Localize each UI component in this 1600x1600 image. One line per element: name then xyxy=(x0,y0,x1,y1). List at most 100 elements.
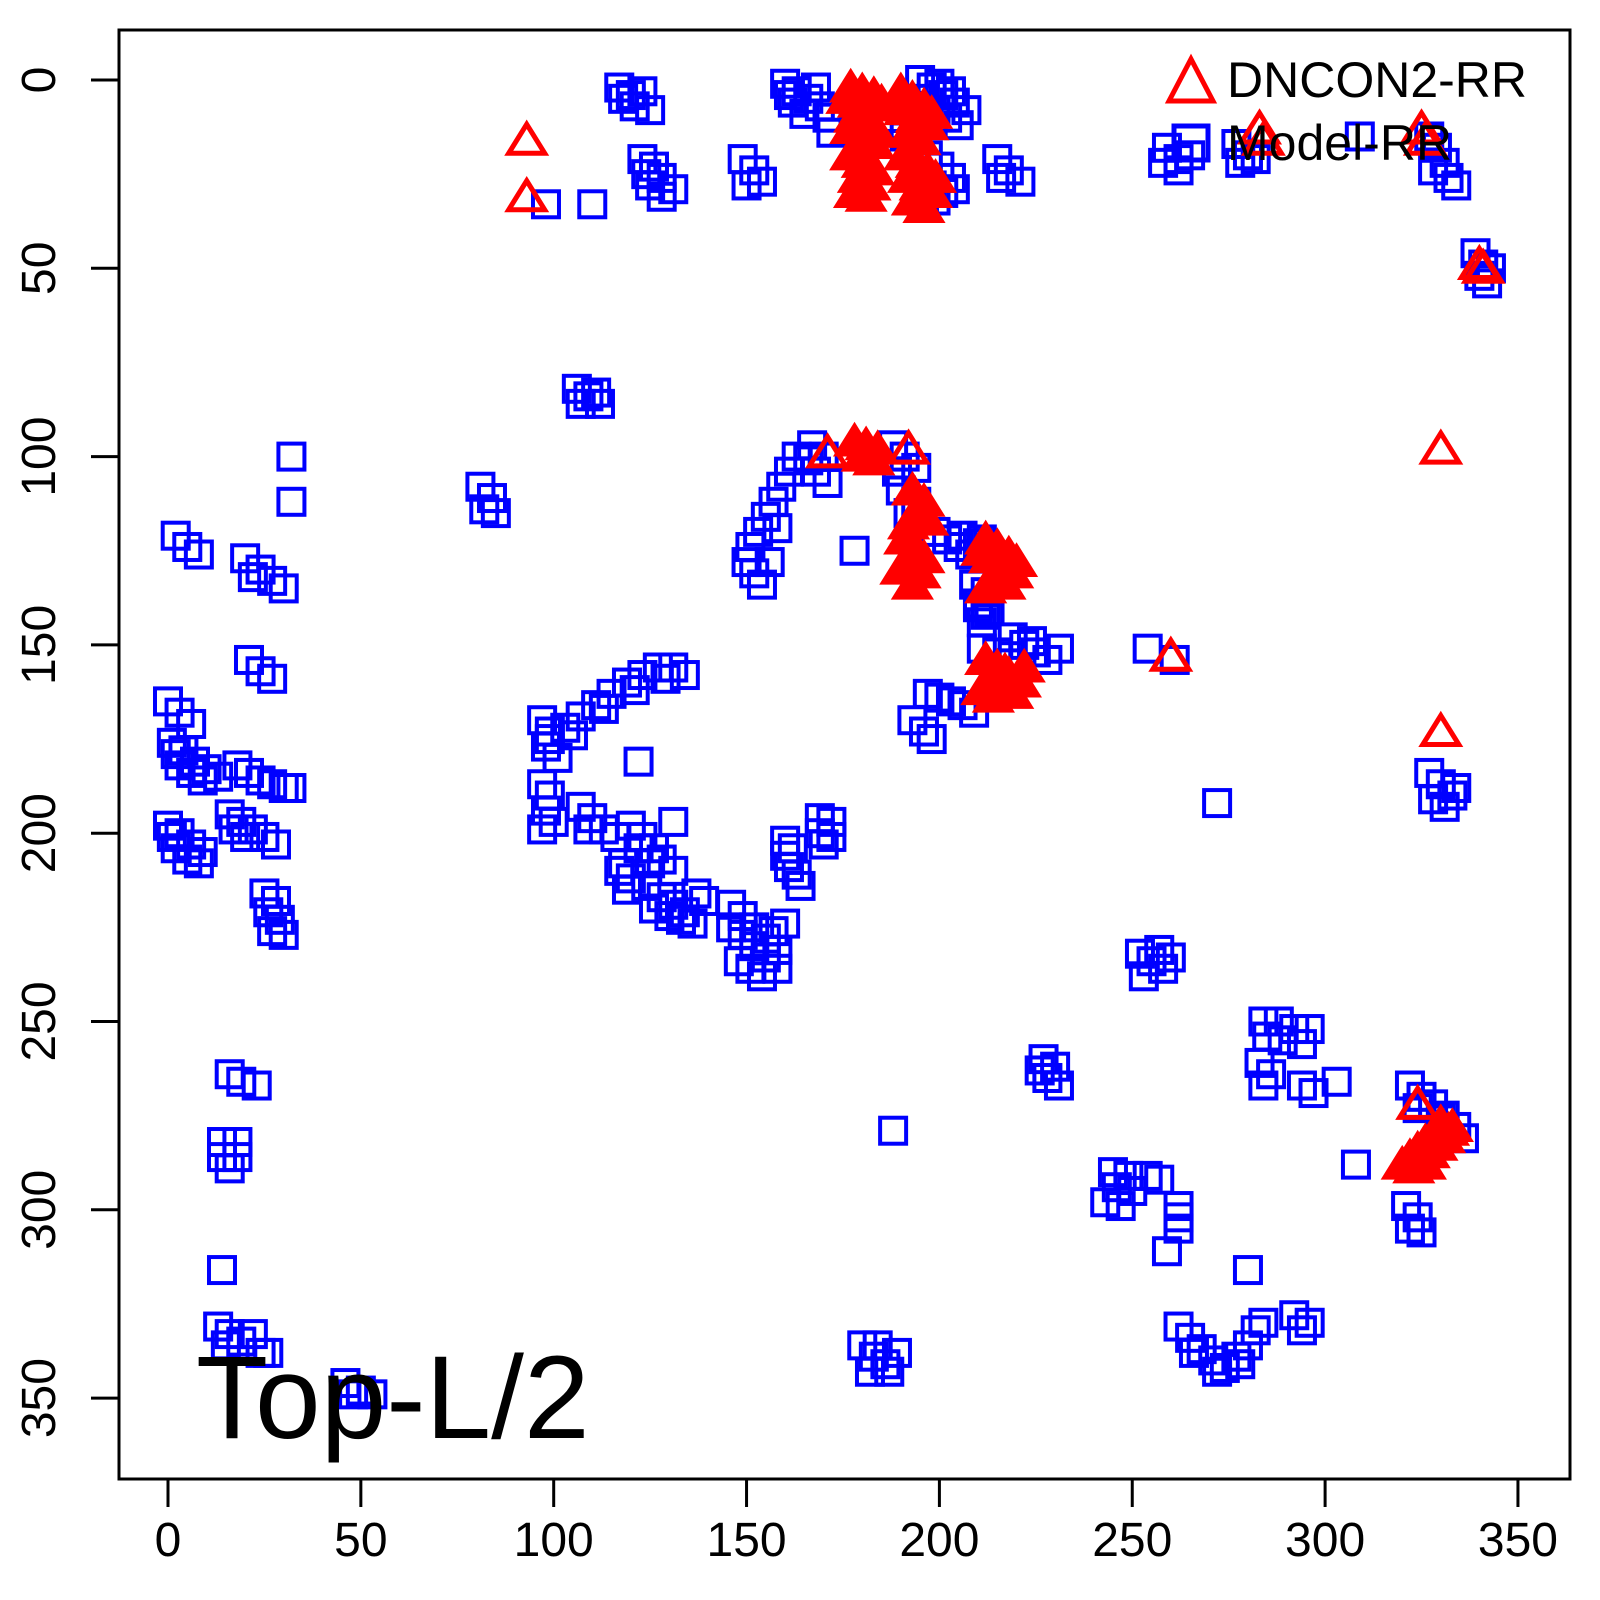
model-rr-point xyxy=(268,573,299,604)
model-rr-point xyxy=(754,547,785,578)
model-rr-point xyxy=(619,675,650,706)
model-rr-point xyxy=(268,919,299,950)
model-rr-point xyxy=(766,471,797,502)
model-rr-point xyxy=(577,189,608,220)
model-rr-point xyxy=(677,908,708,939)
model-rr-point xyxy=(816,821,847,852)
model-rr-point xyxy=(1294,1307,1325,1338)
model-rr-point xyxy=(611,667,642,698)
model-rr-point xyxy=(951,95,982,126)
plot-border xyxy=(117,28,1572,1481)
model-rr-point xyxy=(746,569,777,600)
dncon2-rr-point-dense xyxy=(994,542,1039,578)
model-rr-point xyxy=(1286,1029,1317,1060)
y-tick-label: 50 xyxy=(13,242,66,295)
model-rr-point xyxy=(1097,1157,1128,1188)
model-rr-point xyxy=(480,498,511,529)
model-rr-point xyxy=(253,1337,284,1368)
dncon2-rr-point-dense xyxy=(960,530,1004,566)
model-rr-point xyxy=(986,162,1017,193)
dncon2-rr-point xyxy=(504,119,550,156)
legend-item-dncon2: DNCON2-RR xyxy=(1155,48,1527,111)
x-tick-label: 250 xyxy=(1092,1514,1172,1567)
model-rr-point xyxy=(1225,147,1256,178)
model-rr-point xyxy=(1202,1356,1233,1387)
model-rr-point xyxy=(581,377,612,408)
model-rr-point xyxy=(1132,633,1163,664)
x-tick-label: 350 xyxy=(1478,1514,1558,1567)
y-tick-label: 350 xyxy=(13,1358,66,1438)
y-tick-label: 250 xyxy=(13,981,66,1061)
dncon2-rr-point-dense xyxy=(1403,1144,1447,1180)
model-rr-point xyxy=(276,773,307,804)
model-rr-point xyxy=(1144,1164,1175,1195)
model-rr-point xyxy=(812,467,843,498)
model-rr-point xyxy=(276,441,307,472)
dncon2-rr-point-dense xyxy=(910,94,954,129)
model-rr-point xyxy=(746,961,777,992)
x-tick-label: 150 xyxy=(707,1514,787,1567)
dncon2-rr-point-dense xyxy=(1002,647,1046,683)
model-rr-point xyxy=(1418,155,1449,186)
model-rr-point xyxy=(588,693,619,724)
model-rr-point xyxy=(623,746,654,777)
model-rr-point xyxy=(762,953,793,984)
model-rr-point xyxy=(187,765,218,796)
model-rr-point xyxy=(1433,162,1464,193)
dncon2-rr-point-dense xyxy=(852,440,896,476)
x-tick-label: 300 xyxy=(1285,1514,1365,1567)
x-tick-label: 0 xyxy=(155,1514,182,1567)
model-rr-point xyxy=(878,1115,909,1146)
dncon2-rr-point xyxy=(1418,428,1464,465)
model-rr-point xyxy=(773,456,804,487)
model-rr-point xyxy=(812,102,843,133)
model-rr-point xyxy=(1279,1300,1310,1331)
model-rr-point xyxy=(542,742,573,773)
dncon2-rr-point-dense xyxy=(902,538,946,574)
model-rr-point xyxy=(276,486,307,517)
model-rr-point xyxy=(530,189,561,220)
y-tick-label: 100 xyxy=(13,417,66,497)
model-rr-point xyxy=(947,520,978,551)
y-tick-label: 150 xyxy=(13,605,66,685)
model-rr-point xyxy=(222,1127,253,1158)
dncon2-rr-point-dense xyxy=(902,188,946,224)
legend-item-model: Model-RR xyxy=(1155,111,1527,174)
x-tick-label: 100 xyxy=(514,1514,594,1567)
model-rr-point xyxy=(1043,1070,1074,1101)
model-rr-point xyxy=(862,1330,893,1361)
model-rr-point xyxy=(1340,1149,1371,1180)
model-rr-point xyxy=(214,1153,245,1184)
model-rr-point xyxy=(1128,961,1159,992)
model-rr-point xyxy=(1321,1066,1352,1097)
dncon2-rr-point xyxy=(1148,635,1194,672)
model-rr-point xyxy=(935,76,966,107)
model-rr-point xyxy=(1240,1315,1271,1346)
model-rr-point xyxy=(357,1379,388,1410)
model-rr-point xyxy=(1232,1330,1263,1361)
model-rr-point xyxy=(631,159,662,190)
model-rr-point xyxy=(1294,1014,1325,1045)
model-rr-point xyxy=(627,660,658,691)
model-rr-point xyxy=(206,1255,237,1286)
dncon2-rr-point-dense xyxy=(964,568,1008,604)
model-rr-point xyxy=(1441,773,1472,804)
dncon2-rr-point xyxy=(1240,119,1286,156)
model-rr-point xyxy=(881,1337,912,1368)
dncon2-rr-point-dense xyxy=(1430,1107,1474,1142)
dncon2-rr-point xyxy=(1399,108,1445,145)
model-rr-point xyxy=(908,716,939,747)
model-rr-point xyxy=(658,806,689,837)
dncon2-rr-point xyxy=(1395,1083,1441,1120)
model-rr-point xyxy=(785,870,816,901)
model-rr-point xyxy=(681,878,712,909)
model-rr-point xyxy=(611,874,642,905)
model-rr-point xyxy=(758,486,789,517)
model-rr-point xyxy=(1248,1307,1279,1338)
model-rr-point xyxy=(731,170,762,201)
dncon2-rr-point-dense xyxy=(844,176,888,212)
model-rr-point xyxy=(1024,1055,1055,1086)
model-rr-point xyxy=(604,855,635,886)
